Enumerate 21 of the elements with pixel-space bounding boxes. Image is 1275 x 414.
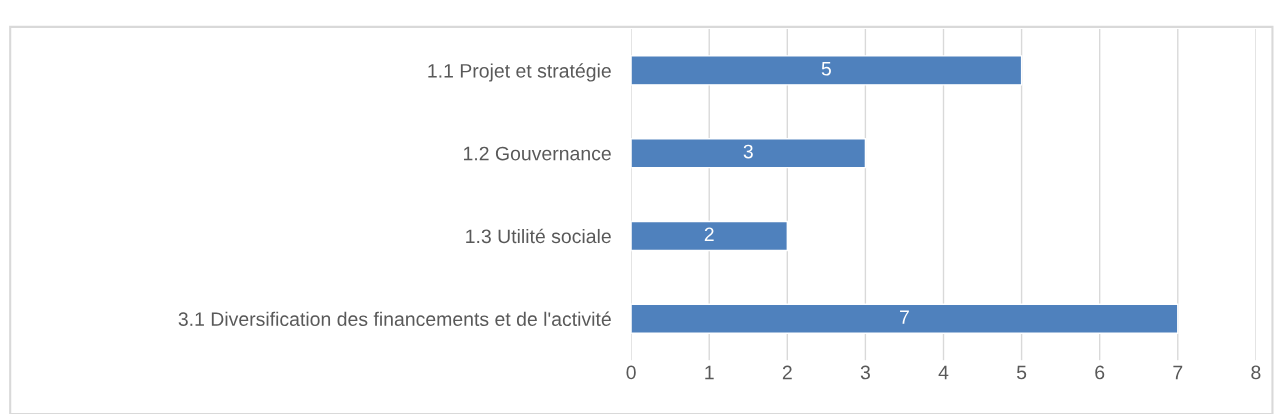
y-tick-label: 1.3 Utilité sociale xyxy=(466,228,611,244)
data-label: 2 xyxy=(704,227,714,242)
x-tick-label: 6 xyxy=(1095,365,1105,380)
x-tick-label: 2 xyxy=(782,365,792,380)
bar xyxy=(631,137,867,169)
x-tick-label: 8 xyxy=(1251,365,1261,380)
y-tick-label: 1.2 Gouvernance xyxy=(464,146,611,161)
data-label: 3 xyxy=(743,144,753,159)
y-tick-label: 1.1 Projet et stratégie xyxy=(428,63,611,82)
x-tick-label: 5 xyxy=(1016,365,1027,380)
x-tick-label: 3 xyxy=(860,365,870,380)
x-tick-label: 4 xyxy=(938,365,949,380)
x-tick-label: 1 xyxy=(705,365,714,380)
bar xyxy=(631,303,1179,334)
data-label: 7 xyxy=(900,310,909,324)
x-tick-label: 0 xyxy=(626,365,636,380)
y-tick-label: 3.1 Diversification des financements et de l'activité xyxy=(178,311,611,327)
bar xyxy=(631,220,789,252)
data-label: 5 xyxy=(821,62,831,76)
x-tick-label: 7 xyxy=(1173,365,1183,380)
bar xyxy=(631,55,1023,86)
